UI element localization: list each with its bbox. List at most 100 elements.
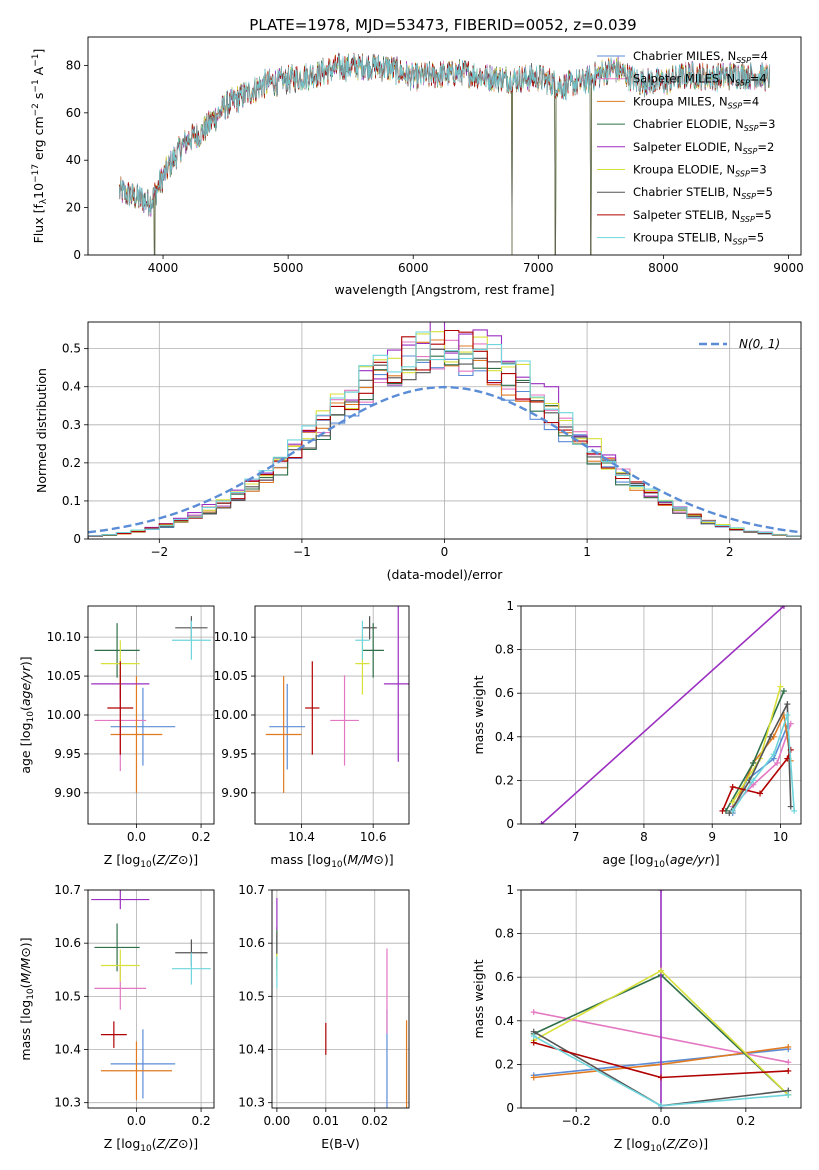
x-axis-label: Z [log10(Z/Z⊙)] xyxy=(614,1136,708,1154)
x-tick-label: 8000 xyxy=(648,261,679,275)
y-tick-label: 10.00 xyxy=(47,708,81,722)
label-part: SSP xyxy=(741,192,756,201)
label-part: 10 xyxy=(140,1144,152,1154)
y-tick-label: 10.10 xyxy=(47,630,81,644)
label-part: )] xyxy=(710,852,720,867)
x-axis-label: mass [log10(M/M⊙)] xyxy=(270,852,393,870)
label-part: ( xyxy=(18,983,33,988)
errorbars xyxy=(91,616,211,793)
x-tick-label: 0 xyxy=(441,545,449,559)
legend-label: Salpeter ELODIE, NSSP=2 xyxy=(633,140,774,156)
y-axis-label: age [log10(age/yr)] xyxy=(18,656,36,773)
x-tick-label: 6000 xyxy=(398,261,429,275)
x-tick-label: 0.02 xyxy=(361,1114,388,1128)
x-tick-label: 2 xyxy=(726,545,734,559)
y-tick-label: 10.10 xyxy=(214,630,248,644)
label-part: Flux [f xyxy=(31,204,46,244)
label-part: Z [log xyxy=(104,1136,140,1151)
x-tick-label: 0.2 xyxy=(736,1114,755,1128)
label-part: Salpeter MILES, N xyxy=(633,72,735,86)
legend-label: Kroupa STELIB, NSSP=5 xyxy=(633,231,764,247)
label-part: SSP xyxy=(728,101,743,110)
label-part: A xyxy=(31,66,46,79)
label-part: 10 xyxy=(26,988,36,1000)
y-tick-label: 10.05 xyxy=(47,669,81,683)
x-tick-label: −0.2 xyxy=(562,1114,591,1128)
y-tick-label: 0.6 xyxy=(495,686,514,700)
x-tick-label: 9000 xyxy=(773,261,804,275)
y-tick-label: 9.95 xyxy=(54,747,81,761)
y-tick-label: 60 xyxy=(66,106,81,120)
y-tick-label: 10.4 xyxy=(238,1043,265,1057)
label-part: )] xyxy=(18,656,33,666)
label-part: M/M⊙ xyxy=(348,852,384,867)
weight-lines xyxy=(538,606,798,824)
y-tick-label: 1 xyxy=(506,599,514,613)
histogram-step xyxy=(88,331,801,539)
y-tick-label: 0.2 xyxy=(495,1057,514,1071)
normal-curve xyxy=(88,385,801,534)
legend-label: N(0, 1) xyxy=(739,337,780,351)
x-tick-label: 0.00 xyxy=(264,1114,291,1128)
legend-label: Chabrier MILES, NSSP=4 xyxy=(633,49,768,65)
y-tick-label: 10.7 xyxy=(238,883,265,897)
y-tick-label: 10.00 xyxy=(214,708,248,722)
x-tick-label: 0.2 xyxy=(192,1114,211,1128)
label-part: mass [log xyxy=(270,852,331,867)
y-tick-label: 10.7 xyxy=(54,883,81,897)
y-tick-label: 10.4 xyxy=(54,1043,81,1057)
panel-age-vs-mass: 10.4 10.6 9.90 9.95 10.00 10.05 10.10 mass [log… xyxy=(214,605,410,870)
label-part: −17 xyxy=(31,164,41,183)
y-tick-label: 0.2 xyxy=(62,456,81,470)
label-part: −2 xyxy=(31,103,41,116)
label-part: Kroupa ELODIE, N xyxy=(633,163,735,177)
y-tick-label: 0.4 xyxy=(495,730,514,744)
label-part: )] xyxy=(384,852,394,867)
x-tick-label: 10.6 xyxy=(360,830,387,844)
panel-residuals: −2 −1 0 1 2 0 0.1 0.2 0.3 0.4 0.5 (data-model)/erro… xyxy=(34,321,802,582)
label-part: ( xyxy=(343,852,348,867)
label-part: ( xyxy=(665,852,670,867)
errorbars xyxy=(91,890,211,1101)
legend-label: Kroupa ELODIE, NSSP=3 xyxy=(633,163,767,179)
label-part: age/yr xyxy=(18,665,33,706)
label-part: Salpeter STELIB, N xyxy=(633,208,740,222)
y-tick-label: 40 xyxy=(66,153,81,167)
legend-label: Chabrier STELIB, NSSP=5 xyxy=(633,185,773,201)
y-tick-label: 10.6 xyxy=(54,936,81,950)
label-part: ( xyxy=(152,852,157,867)
axes-frame xyxy=(520,605,802,825)
y-axis-label: mass weight xyxy=(471,959,486,1038)
y-axis-label: mass [log10(M/M⊙)] xyxy=(18,937,36,1060)
legend-label: Kroupa MILES, NSSP=4 xyxy=(633,94,759,110)
x-tick-label: −2 xyxy=(150,545,168,559)
label-part: age [log xyxy=(18,722,33,773)
y-tick-label: 0.2 xyxy=(495,773,514,787)
label-part: −1 xyxy=(31,79,41,92)
y-tick-label: 0.5 xyxy=(62,342,81,356)
y-tick-label: 10.5 xyxy=(54,989,81,1003)
label-part: Z [log xyxy=(104,852,140,867)
label-part: SSP xyxy=(740,215,755,224)
y-tick-label: 0 xyxy=(506,1101,514,1115)
y-tick-label: 9.95 xyxy=(221,747,248,761)
label-part: Z/Z⊙ xyxy=(666,1136,699,1151)
y-tick-label: 0 xyxy=(73,532,81,546)
x-axis-label: Z [log10(Z/Z⊙)] xyxy=(104,1136,198,1154)
y-tick-label: 10.3 xyxy=(54,1096,81,1110)
x-tick-label: 7 xyxy=(572,830,580,844)
label-part: =5 xyxy=(756,185,773,199)
label-part: )] xyxy=(188,852,198,867)
label-part: SSP xyxy=(735,170,750,179)
panel-massweight-vs-Z: −0.2 0.0 0.2 0 0.2 0.4 0.6 0.8 1 Z [log10(Z/Z⊙)] m… xyxy=(471,883,802,1154)
x-tick-label: 5000 xyxy=(273,261,304,275)
label-part: Z [log xyxy=(614,1136,650,1151)
axes-frame xyxy=(87,36,802,256)
x-axis-label: wavelength [Angstrom, rest frame] xyxy=(334,282,554,297)
y-tick-label: 20 xyxy=(66,201,81,215)
spectrum-lines xyxy=(118,51,771,255)
label-part: =3 xyxy=(759,117,776,131)
y-axis-label: Flux [fλ10−17 erg cm−2 s−1 A−1] xyxy=(31,49,49,244)
